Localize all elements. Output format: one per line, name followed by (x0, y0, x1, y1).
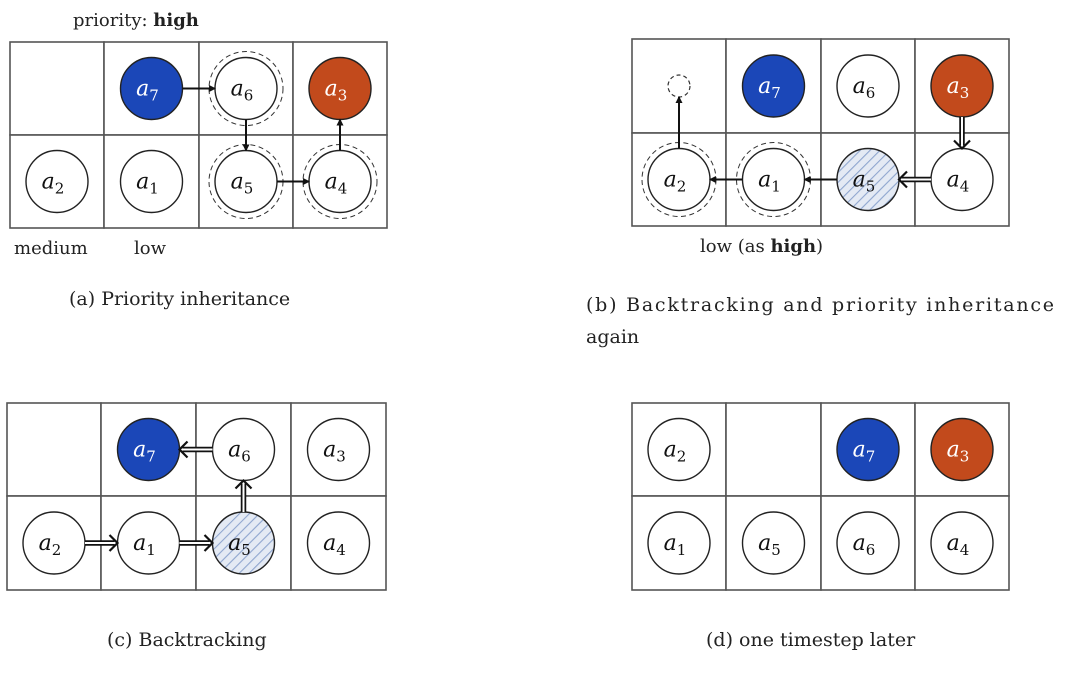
grid-cell (725, 402, 822, 497)
agent-7-circle (741, 54, 806, 118)
agent-4-circle (306, 511, 371, 575)
caption-b-line1: (b) Backtracking and priority inheritanc… (586, 294, 1054, 316)
agent-7-circle (836, 417, 900, 482)
agent-1-circle (647, 511, 711, 575)
caption-c: (c) Backtracking (107, 629, 267, 651)
agent-2-circle (647, 417, 711, 482)
inherited-priority-label: low (as high) (700, 236, 823, 257)
agent-3-circle (306, 417, 371, 482)
caption-d: (d) one timestep later (706, 629, 916, 651)
move-arrow-head (234, 478, 253, 490)
agent-6-circle (836, 511, 900, 575)
move-arrow-head (108, 534, 120, 552)
priority-label: priority: high (73, 10, 199, 31)
caption-b-line2: again (586, 326, 639, 348)
agent-1-circle (119, 149, 184, 214)
agent-6-circle (836, 54, 900, 118)
move-arrow-head (953, 139, 971, 151)
agent-4-circle (930, 511, 994, 575)
move-arrow-head (203, 534, 215, 552)
agent-3-circle (930, 417, 994, 482)
grid-cell (9, 41, 105, 136)
move-arrow-head (897, 170, 908, 189)
agent-2-circle (25, 149, 89, 214)
inheritance-ring (208, 51, 284, 126)
move-arrow-head (177, 440, 189, 459)
column-label-low: low (134, 238, 167, 259)
grid-cell (6, 402, 102, 497)
column-label-medium: medium (14, 238, 88, 259)
agent-5-circle (741, 511, 806, 575)
caption-a: (a) Priority inheritance (69, 288, 290, 310)
